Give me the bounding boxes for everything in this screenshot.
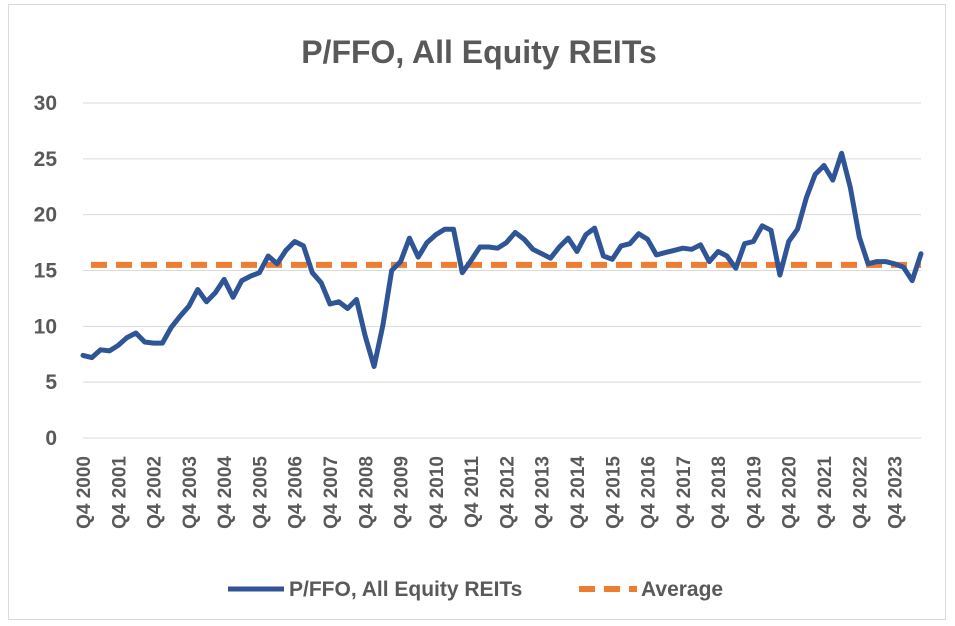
y-tick-label: 10: [34, 315, 57, 338]
x-tick-label: Q4 2017: [674, 456, 695, 529]
y-tick-label: 5: [45, 371, 57, 394]
gridlines: [83, 102, 921, 439]
legend: P/FFO, All Equity REITs Average: [228, 578, 723, 601]
x-tick-label: Q4 2010: [427, 456, 448, 529]
x-tick-label: Q4 2022: [850, 456, 871, 529]
x-tick-label: Q4 2013: [533, 456, 554, 529]
chart-title: P/FFO, All Equity REITs: [301, 34, 657, 70]
series-lines: [80, 150, 924, 369]
x-tick-label: Q4 2014: [568, 456, 589, 529]
x-tick-label: Q4 2009: [392, 456, 413, 529]
x-tick-label: Q4 2018: [709, 456, 730, 529]
x-tick-label: Q4 2008: [356, 456, 377, 529]
x-tick-label: Q4 2001: [109, 456, 130, 529]
chart-frame: P/FFO, All Equity REITs 0 5 10 15 20 25 30 Q4 …: [8, 4, 946, 620]
x-axis-tick-labels: Q4 2000 Q4 2001 Q4 2002 Q4 2003 Q4 2004 Q4 20…: [74, 456, 907, 529]
x-tick-label: Q4 2003: [180, 456, 201, 529]
y-axis-tick-labels: 0 5 10 15 20 25 30: [34, 92, 58, 450]
legend-label-average: Average: [641, 578, 723, 601]
x-tick-label: Q4 2011: [462, 456, 483, 528]
series-pffo-line: [80, 150, 924, 369]
x-tick-label: Q4 2019: [744, 456, 765, 529]
y-tick-label: 0: [45, 427, 57, 450]
chart-svg: P/FFO, All Equity REITs 0 5 10 15 20 25 30 Q4 …: [34, 34, 924, 601]
x-tick-label: Q4 2002: [145, 456, 166, 529]
y-tick-label: 20: [34, 204, 57, 227]
y-tick-label: 15: [34, 260, 58, 283]
legend-label-pffo: P/FFO, All Equity REITs: [289, 578, 522, 601]
x-tick-label: Q4 2015: [603, 456, 624, 529]
x-tick-label: Q4 2006: [286, 456, 307, 529]
x-tick-label: Q4 2012: [497, 456, 518, 529]
x-tick-label: Q4 2000: [74, 456, 95, 529]
x-tick-label: Q4 2021: [815, 456, 836, 529]
x-tick-label: Q4 2004: [215, 456, 236, 529]
y-tick-label: 25: [34, 148, 58, 171]
x-tick-label: Q4 2023: [886, 456, 907, 529]
x-tick-label: Q4 2005: [250, 456, 271, 529]
x-tick-label: Q4 2020: [780, 456, 801, 529]
x-tick-label: Q4 2016: [639, 456, 660, 529]
y-tick-label: 30: [34, 92, 57, 115]
x-tick-label: Q4 2007: [321, 456, 342, 529]
